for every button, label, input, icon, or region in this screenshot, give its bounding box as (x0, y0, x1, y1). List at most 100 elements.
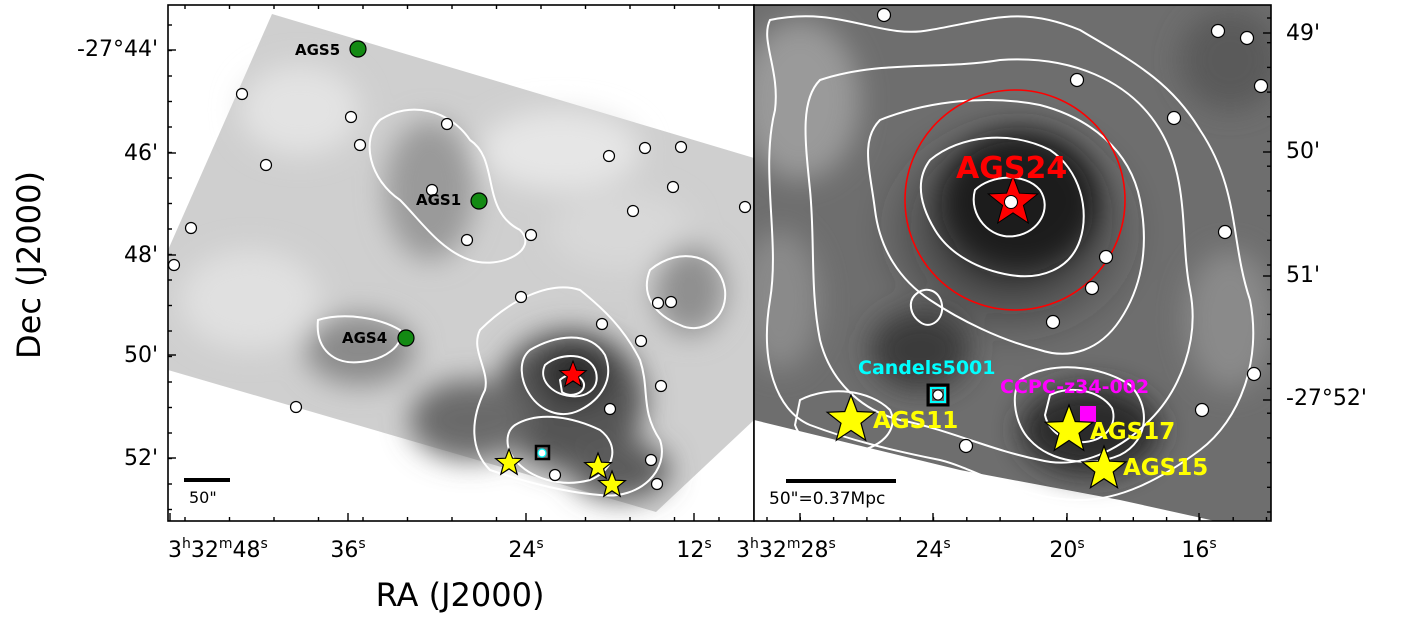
right-contours (766, 15, 1255, 502)
right-xtick-0-s: 28 (801, 538, 829, 563)
label-ags11: AGS11 (873, 408, 958, 434)
field-galaxy-marker (638, 141, 652, 155)
candels-square-marker (926, 383, 950, 407)
field-galaxy-marker (1098, 249, 1114, 265)
field-galaxy-marker (1246, 366, 1262, 382)
left-xtick-0-s: 48 (233, 538, 261, 563)
field-galaxy-marker (634, 334, 648, 348)
right-panel: AGS24 Candels5001 CCPC-z34-002 AGS11 AGS… (736, 4, 1367, 563)
right-xtick-0-h-unit: h (750, 536, 759, 552)
right-xtick-2: 20s (1049, 536, 1084, 563)
right-ytick-2: 51' (1286, 263, 1320, 288)
field-galaxy-marker (602, 149, 616, 163)
left-panel: AGS5 AGS1 AGS4 50" -27°44' 46' 48' 50' 5… (77, 4, 755, 563)
right-ticks (766, 17, 1271, 521)
left-xtick-3-s-unit: s (704, 536, 711, 552)
left-xtick-1-s-unit: s (358, 536, 365, 552)
field-galaxy-marker (425, 183, 439, 197)
x-axis-title: RA (J2000) (376, 576, 545, 614)
field-galaxy-marker (167, 258, 181, 272)
right-xtick-3-s-unit: s (1209, 536, 1216, 552)
field-galaxy-marker (626, 204, 640, 218)
ags24-point-marker (1004, 195, 1018, 209)
agn-star-marker (597, 469, 627, 498)
label-ccpc: CCPC-z34-002 (1000, 376, 1149, 398)
candels-square-marker (534, 444, 551, 461)
left-ticks (168, 5, 720, 521)
left-markers (167, 40, 752, 498)
field-galaxy-marker (1194, 402, 1210, 418)
field-galaxy-marker (1069, 72, 1085, 88)
field-galaxy-marker (654, 379, 668, 393)
field-galaxy-marker (514, 290, 528, 304)
agn-star-marker (494, 447, 524, 476)
field-galaxy-marker (548, 468, 562, 482)
ccpc-square-marker (1080, 406, 1096, 422)
ags24-star-marker (558, 359, 588, 388)
label-ags15: AGS15 (1123, 455, 1208, 481)
left-xtick-0-h: 3 (168, 538, 182, 563)
field-galaxy-marker (460, 233, 474, 247)
candels-point-marker (537, 448, 547, 458)
left-ytick-1: 46' (124, 141, 158, 166)
field-galaxy-marker (353, 138, 367, 152)
right-scale-bar-label: 50"=0.37Mpc (769, 489, 885, 509)
label-ags4: AGS4 (342, 329, 387, 347)
field-galaxy-marker (440, 117, 454, 131)
field-galaxy-marker (259, 158, 273, 172)
candels-square-inner (930, 387, 946, 403)
right-ytick-3: -27°52' (1286, 386, 1367, 411)
label-ags24: AGS24 (956, 151, 1067, 186)
right-xtick-0-h: 3 (736, 538, 750, 563)
field-galaxy-marker (184, 221, 198, 235)
left-xtick-1-s: 36 (330, 538, 358, 563)
y-axis-title: Dec (J2000) (10, 171, 48, 359)
field-galaxy-marker (595, 317, 609, 331)
agn-star-marker (1043, 403, 1095, 452)
left-xtick-1: 36s (330, 536, 365, 563)
right-xtick-1-s-unit: s (943, 536, 950, 552)
field-galaxy-marker (664, 295, 678, 309)
right-xtick-0-m-unit: m (787, 536, 801, 552)
field-galaxy-marker (666, 180, 680, 194)
left-xtick-0: 3h32m48s (168, 536, 268, 563)
right-xtick-3-s: 16 (1181, 538, 1209, 563)
field-galaxy-marker (524, 228, 538, 242)
right-xtick-1: 24s (915, 536, 950, 563)
agn-star-marker (825, 393, 877, 442)
left-ytick-3: 50' (124, 343, 158, 368)
label-ags1: AGS1 (416, 191, 461, 209)
field-galaxy-marker (1239, 30, 1255, 46)
right-axes-frame (753, 4, 1272, 522)
left-xtick-0-h-unit: h (182, 536, 191, 552)
right-map-shading (754, 10, 1271, 475)
left-xtick-0-m: 32 (191, 538, 219, 563)
field-galaxy-marker (651, 296, 665, 310)
left-xtick-3: 12s (676, 536, 711, 563)
agn-star-marker (583, 451, 613, 480)
agn-green-marker (349, 40, 367, 58)
right-xtick-3: 16s (1181, 536, 1216, 563)
field-galaxy-marker (876, 7, 892, 23)
left-map-shading (180, 65, 725, 500)
right-xtick-1-s: 24 (915, 538, 943, 563)
field-galaxy-marker (603, 402, 617, 416)
right-markers (825, 7, 1269, 489)
field-galaxy-marker (1253, 78, 1269, 94)
field-galaxy-marker (674, 140, 688, 154)
label-ags5: AGS5 (295, 41, 340, 59)
field-galaxy-marker (738, 200, 752, 214)
agn-star-marker (1080, 444, 1128, 489)
field-galaxy-marker (289, 400, 303, 414)
field-galaxy-marker (1166, 110, 1182, 126)
right-xtick-0-s-unit: s (829, 536, 836, 552)
left-ytick-2: 48' (124, 243, 158, 268)
field-galaxy-marker (1084, 280, 1100, 296)
field-galaxy-marker (235, 87, 249, 101)
left-image-map (168, 14, 754, 512)
left-xtick-2: 24s (508, 536, 543, 563)
field-galaxy-marker (1217, 224, 1233, 240)
left-ytick-0: -27°44' (77, 37, 158, 62)
left-ytick-4: 52' (124, 446, 158, 471)
right-ytick-1: 50' (1286, 139, 1320, 164)
